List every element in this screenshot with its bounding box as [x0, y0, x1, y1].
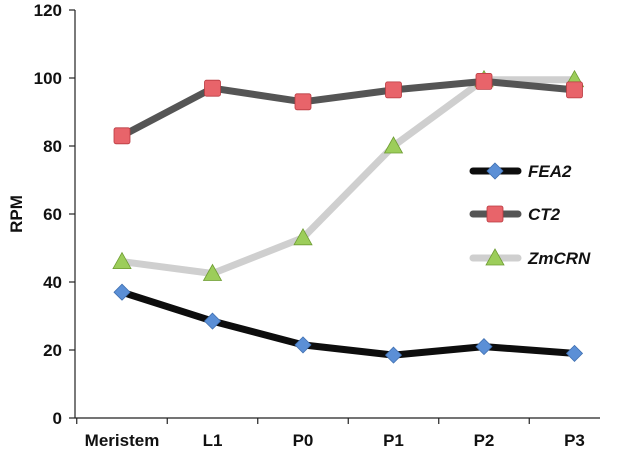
data-point-ct2	[385, 81, 402, 99]
data-point-zmcrn	[383, 136, 404, 154]
data-point-zmcrn	[112, 251, 132, 270]
legend-marker	[486, 205, 504, 223]
data-point-zmcrn	[293, 227, 313, 246]
series-line-fea2	[118, 288, 578, 359]
x-tick-label-l1: L1	[203, 431, 223, 450]
legend-label-zmcrn: ZmCRN	[527, 249, 591, 268]
legend-label-ct2: CT2	[528, 205, 561, 224]
data-point-ct2	[294, 93, 312, 111]
legend-item-fea2: FEA2	[469, 162, 572, 181]
legend-label-fea2: FEA2	[528, 162, 572, 181]
y-ticks: 0 20 40 60 80 100 120	[34, 1, 75, 428]
y-tick-label: 0	[53, 409, 62, 428]
data-point-ct2	[566, 81, 583, 99]
x-tick-label-p1: P1	[383, 431, 404, 450]
data-point-ct2	[113, 127, 131, 145]
series-line-ct2	[118, 77, 578, 140]
legend-marker	[485, 248, 505, 266]
data-point-fea2	[294, 336, 312, 354]
x-tick-label-p0: P0	[293, 431, 314, 450]
series-layer	[112, 69, 585, 364]
data-point-fea2	[384, 346, 403, 364]
data-point-ct2	[475, 73, 493, 90]
y-tick-label: 80	[43, 137, 62, 156]
legend-item-ct2: CT2	[469, 205, 561, 224]
y-tick-label: 100	[34, 69, 62, 88]
axes: 0 20 40 60 80 100 120 Meristem L1 P0 P1 P2 P3	[34, 1, 600, 450]
data-point-fea2	[203, 312, 222, 330]
x-ticks: Meristem L1 P0 P1 P2 P3	[76, 418, 585, 450]
series-ct2	[113, 73, 583, 145]
data-point-fea2	[475, 338, 493, 356]
y-tick-label: 60	[43, 205, 62, 224]
data-point-fea2	[565, 344, 584, 362]
y-tick-label: 120	[34, 1, 62, 20]
data-point-fea2	[113, 283, 131, 301]
legend-item-zmcrn: ZmCRN	[469, 248, 591, 268]
legend: FEA2 CT2 ZmCRN	[469, 162, 591, 268]
x-tick-label-p3: P3	[564, 431, 585, 450]
legend-marker	[486, 162, 504, 180]
data-point-zmcrn	[202, 263, 223, 281]
y-axis-title: RPM	[7, 195, 26, 233]
x-tick-label-meristem: Meristem	[85, 431, 160, 450]
y-tick-label: 20	[43, 341, 62, 360]
data-point-ct2	[204, 79, 221, 97]
series-fea2	[113, 283, 584, 364]
x-tick-label-p2: P2	[474, 431, 495, 450]
y-tick-label: 40	[43, 273, 62, 292]
series-line-zmcrn	[118, 76, 578, 277]
